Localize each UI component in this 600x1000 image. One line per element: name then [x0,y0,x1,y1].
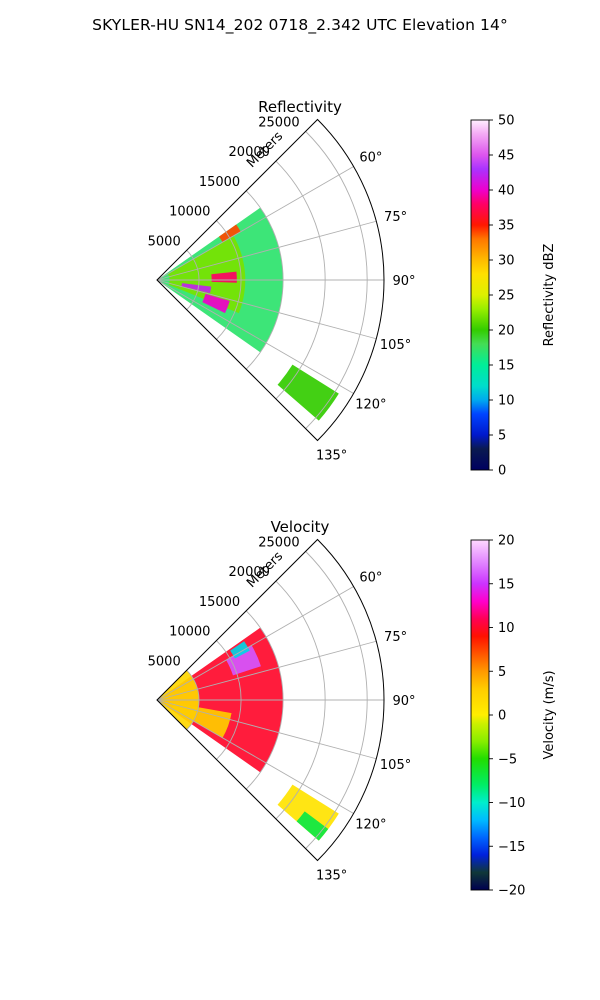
colorbar [470,119,490,471]
radial-tick-label: 20000 [229,145,270,160]
radial-tick-label: 10000 [169,205,210,220]
echo-region [218,224,241,243]
echo-region [171,702,232,738]
echo-region [167,235,246,314]
colorbar-tick-label: 10 [498,394,515,409]
echo-region [277,364,339,421]
page-title: SKYLER-HU SN14_202 0718_2.342 UTC Elevat… [92,16,508,34]
colorbar-tick-label: 0 [498,464,506,479]
panel-title: Reflectivity [258,98,342,116]
angle-tick-label: 60° [359,571,382,586]
echo-region [296,811,329,841]
colorbar-tick-label: −10 [498,796,525,811]
colorbar-tick-label: 10 [498,621,515,636]
colorbar-tick-label: 30 [498,254,515,269]
echo-layer [157,207,339,421]
radial-tick-label: 25000 [258,535,299,550]
angle-tick-label: 90° [392,694,415,709]
echo-region [230,641,250,659]
colorbar-label: Reflectivity dBZ [542,244,557,347]
colorbar-tick-label: 0 [498,709,506,724]
colorbar-tick-label: 20 [498,534,515,549]
angle-tick-label: 75° [384,630,407,645]
angle-tick-label: 105° [380,758,411,773]
angle-tick-label: 120° [355,398,386,413]
colorbar-tick-label: 15 [498,359,515,374]
radial-tick-label: 25000 [258,115,299,130]
colorbar-tick-label: −15 [498,840,525,855]
colorbar-tick-label: −5 [498,752,517,767]
panel-title: Velocity [271,518,330,536]
azimuth-line [156,699,377,760]
colorbar-tick-label: 20 [498,324,515,339]
colorbar [470,539,490,891]
sector-frame [156,118,385,442]
sector-frame [156,538,385,862]
azimuth-line [156,220,377,281]
angle-tick-label: 135° [316,449,347,464]
azimuth-line [156,699,354,814]
radial-tick-label: 15000 [199,595,240,610]
radial-tick-label: 15000 [199,175,240,190]
colorbar-tick-label: 50 [498,114,515,129]
radial-tick-label: 20000 [229,565,270,580]
angle-tick-label: 90° [392,274,415,289]
echo-region [181,283,212,294]
angle-tick-label: 105° [380,338,411,353]
colorbar-tick-label: −20 [498,884,525,899]
colorbar-tick-label: 25 [498,289,515,304]
radial-tick-label: 10000 [169,625,210,640]
colorbar-tick-label: 45 [498,149,515,164]
colorbar-label: Velocity (m/s) [542,670,557,759]
azimuth-line [156,586,354,701]
azimuth-line [156,279,377,340]
angle-tick-label: 120° [355,818,386,833]
azimuth-line [156,640,377,701]
colorbar-tick-label: 35 [498,219,515,234]
colorbar-tick-label: 40 [498,184,515,199]
colorbar-tick-label: 5 [498,429,506,444]
azimuth-line [156,279,354,394]
radial-tick-label: 5000 [148,234,181,249]
colorbar-tick-label: 5 [498,665,506,680]
reflectivity-panel: Reflectivity500010000150002000025000Mete… [148,98,557,479]
echo-region [202,293,230,314]
angle-tick-label: 75° [384,210,407,225]
angle-tick-label: 135° [316,869,347,884]
angle-tick-label: 60° [359,151,382,166]
colorbar-tick-label: 15 [498,577,515,592]
echo-layer [157,627,339,841]
echo-region [277,784,339,841]
azimuth-line [156,166,354,281]
radial-tick-label: 5000 [148,654,181,669]
